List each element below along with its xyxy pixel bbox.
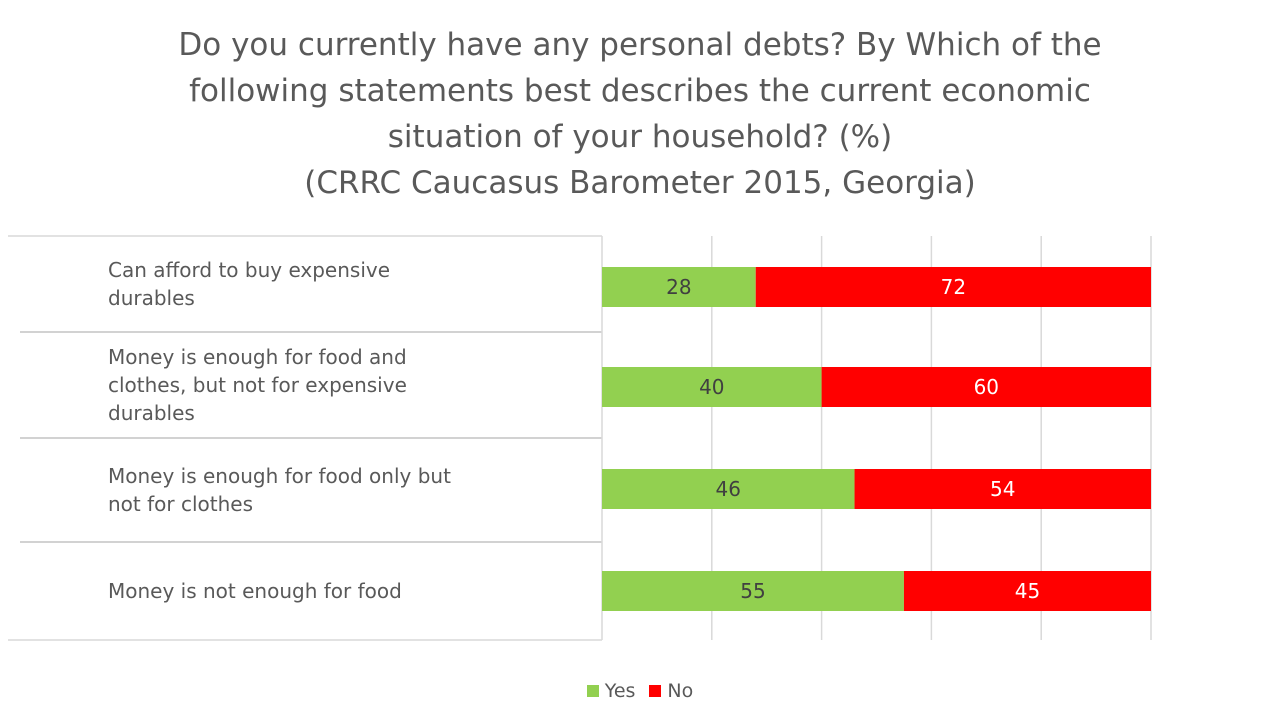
bar-yes xyxy=(602,367,822,407)
category-label: Money is not enough for food xyxy=(108,579,402,603)
bar-no xyxy=(903,571,1151,611)
data-label-yes: 55 xyxy=(740,579,765,603)
category-label-line: durables xyxy=(108,401,195,425)
legend-swatch-no xyxy=(649,685,662,697)
data-label-yes: 28 xyxy=(666,275,691,299)
bar-no xyxy=(821,367,1151,407)
legend: Yes No xyxy=(0,680,1280,702)
title-line-1: Do you currently have any personal debts… xyxy=(178,27,1102,63)
data-label-no: 72 xyxy=(941,275,966,299)
legend-item-no: No xyxy=(649,680,693,702)
category-label: Money is enough for food and clothes, but… xyxy=(108,345,407,425)
category-table xyxy=(8,235,603,641)
title-line-3: situation of your household? (%) xyxy=(387,119,893,155)
category-label-line: Money is not enough for food xyxy=(108,579,402,603)
data-label-yes: 40 xyxy=(699,375,724,399)
legend-swatch-yes xyxy=(586,685,599,697)
title-line-4: (CRRC Caucasus Barometer 2015, Georgia) xyxy=(304,165,976,201)
bar-no xyxy=(854,469,1151,509)
category-label-line: durables xyxy=(108,286,195,310)
data-label-no: 60 xyxy=(974,375,999,399)
bars: 28 72 40 60 46 54 55 45 xyxy=(602,267,1151,611)
category-label-line: Can afford to buy expensive xyxy=(108,258,390,282)
legend-label-yes: Yes xyxy=(604,680,636,702)
category-label-line: not for clothes xyxy=(108,492,253,516)
bar-yes xyxy=(602,469,855,509)
chart-title: Do you currently have any personal debts… xyxy=(90,22,1190,206)
category-label: Money is enough for food only but not for… xyxy=(108,464,451,516)
category-labels: Can afford to buy expensive durablesMoney… xyxy=(108,258,451,603)
bar-no xyxy=(755,267,1151,307)
category-label: Can afford to buy expensive durables xyxy=(108,258,390,310)
data-label-no: 45 xyxy=(1015,579,1040,603)
category-label-line: Money is enough for food only but xyxy=(108,464,451,488)
category-label-line: Money is enough for food and xyxy=(108,345,407,369)
legend-item-yes: Yes xyxy=(586,680,636,702)
data-label-yes: 46 xyxy=(716,477,741,501)
bar-yes xyxy=(602,267,756,307)
legend-label-no: No xyxy=(667,680,694,702)
data-label-no: 54 xyxy=(990,477,1015,501)
bar-yes xyxy=(602,571,904,611)
title-line-2: following statements best describes the … xyxy=(189,73,1091,109)
category-label-line: clothes, but not for expensive xyxy=(108,373,407,397)
